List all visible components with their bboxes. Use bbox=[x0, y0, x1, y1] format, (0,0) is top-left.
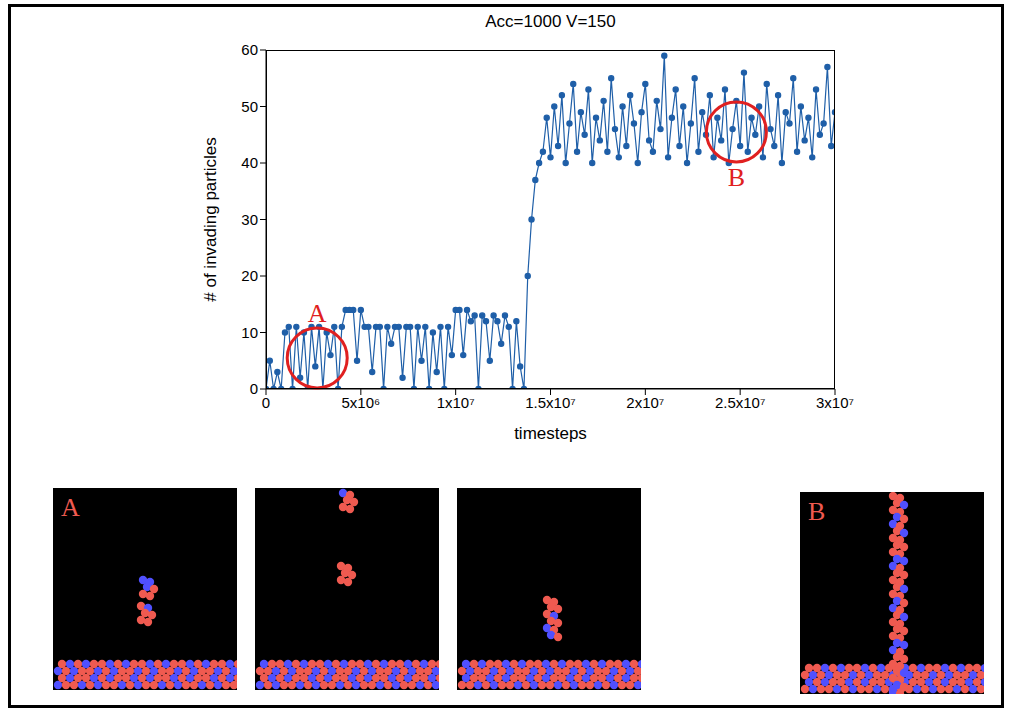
svg-text:3x10⁷: 3x10⁷ bbox=[816, 394, 854, 411]
svg-text:1x10⁷: 1x10⁷ bbox=[437, 394, 475, 411]
svg-text:# of invading particles: # of invading particles bbox=[201, 137, 220, 301]
svg-text:10: 10 bbox=[241, 324, 258, 341]
svg-text:30: 30 bbox=[241, 211, 258, 228]
svg-text:B: B bbox=[728, 163, 745, 192]
svg-text:2.5x10⁷: 2.5x10⁷ bbox=[715, 394, 765, 411]
svg-text:50: 50 bbox=[241, 98, 258, 115]
svg-text:0: 0 bbox=[262, 394, 270, 411]
html-text:Acc=1000 V=150: Acc=1000 V=150 bbox=[485, 12, 616, 31]
html-text:A: A bbox=[61, 493, 80, 522]
svg-text:40: 40 bbox=[241, 154, 258, 171]
svg-text:5x10⁶: 5x10⁶ bbox=[341, 394, 380, 411]
svg-text:timesteps: timesteps bbox=[514, 424, 587, 443]
svg-text:60: 60 bbox=[241, 41, 258, 58]
svg-text:1.5x10⁷: 1.5x10⁷ bbox=[525, 394, 575, 411]
html-text:B: B bbox=[808, 497, 826, 526]
svg-text:A: A bbox=[308, 299, 327, 328]
svg-text:20: 20 bbox=[241, 267, 258, 284]
svg-text:0: 0 bbox=[250, 380, 258, 397]
svg-text:2x10⁷: 2x10⁷ bbox=[626, 394, 664, 411]
